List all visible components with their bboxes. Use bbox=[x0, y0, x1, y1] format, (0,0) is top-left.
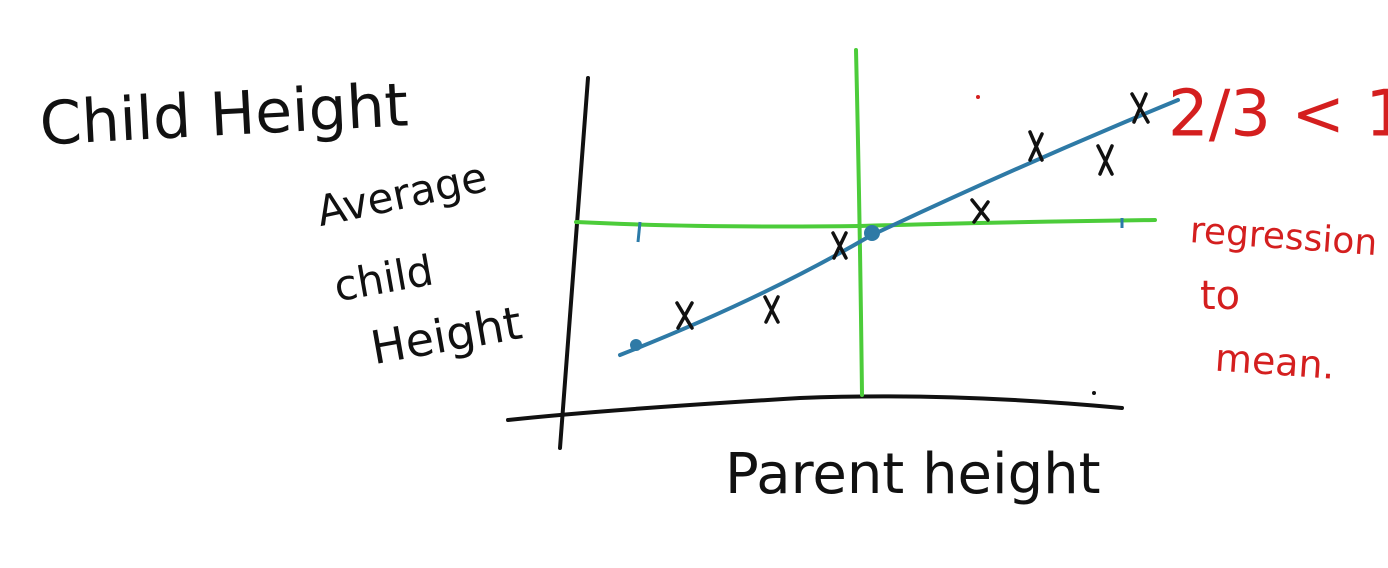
x-mark bbox=[1096, 144, 1114, 176]
mean-vertical bbox=[854, 48, 864, 397]
dot bbox=[976, 95, 980, 99]
y-axis bbox=[558, 76, 590, 450]
data-points bbox=[675, 92, 1150, 330]
x-mark bbox=[763, 295, 780, 324]
x-axis-label: Parent height bbox=[725, 442, 1101, 507]
x-mark bbox=[675, 301, 694, 330]
endpoint bbox=[630, 339, 642, 351]
x-mark bbox=[1130, 92, 1150, 124]
x-mark bbox=[970, 198, 990, 224]
x-axis bbox=[506, 394, 1124, 422]
note-line: mean. bbox=[1214, 336, 1337, 388]
note-line: to bbox=[1200, 273, 1240, 319]
x-mark bbox=[831, 231, 848, 260]
mean-point bbox=[864, 225, 880, 241]
ratio: 2/3 < 1 bbox=[1168, 78, 1388, 152]
mean-horizontal bbox=[574, 218, 1157, 229]
dot bbox=[1092, 391, 1096, 395]
x-mark bbox=[1028, 130, 1044, 162]
tick bbox=[636, 221, 642, 243]
